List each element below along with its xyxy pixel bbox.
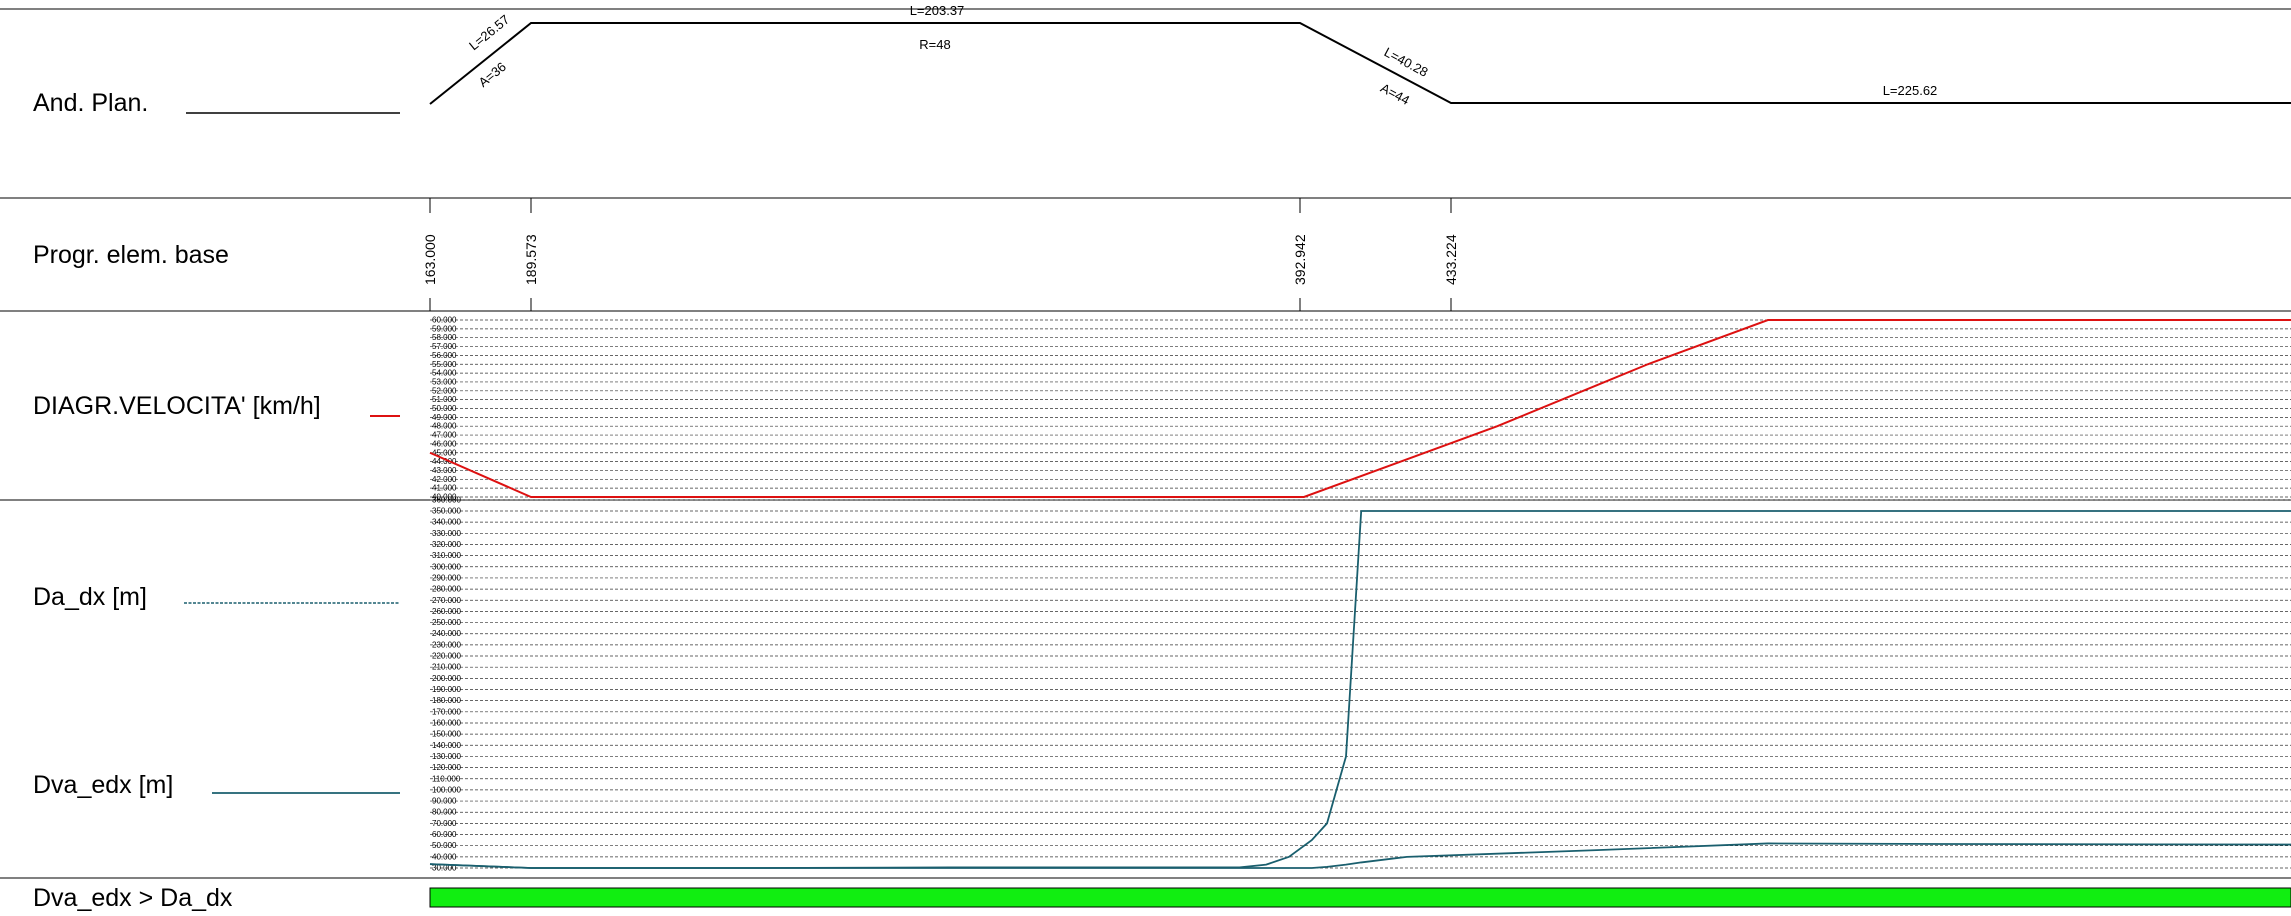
- y-tick-label: 180.000: [432, 696, 461, 705]
- y-tick-label: 290.000: [432, 573, 461, 582]
- y-tick-label: 51.000: [432, 395, 457, 404]
- y-tick-label: 55.000: [432, 360, 457, 369]
- y-tick-label: 56.000: [432, 351, 457, 360]
- y-tick-label: 80.000: [432, 808, 457, 817]
- y-tick-label: 120.000: [432, 763, 461, 772]
- station-label: 433.224: [1443, 234, 1459, 285]
- check-bar: [429, 887, 2291, 908]
- dva-edx-series-line: [429, 842, 2291, 869]
- y-tick-label: 230.000: [432, 640, 461, 649]
- speed-diagram: 40.00041.00042.00043.00044.00045.00046.0…: [429, 316, 2291, 502]
- y-tick-label: 53.000: [432, 377, 457, 386]
- y-tick-label: 30.000: [432, 864, 457, 873]
- y-tick-label: 280.000: [432, 585, 461, 594]
- y-tick-label: 340.000: [432, 518, 461, 527]
- y-tick-label: 200.000: [432, 674, 461, 683]
- plan-label-a3: A=44: [1378, 80, 1412, 108]
- plan-polyline: [429, 22, 2291, 105]
- row-label-plan: And. Plan.: [33, 89, 149, 117]
- speed-series-line: [429, 319, 2291, 498]
- y-tick-label: 43.000: [432, 466, 457, 475]
- plan-label-l2: L=203.37: [910, 3, 965, 18]
- y-tick-label: 59.000: [432, 324, 457, 333]
- y-tick-label: 50.000: [432, 841, 457, 850]
- y-tick-label: 300.000: [432, 562, 461, 571]
- y-tick-label: 110.000: [432, 774, 461, 783]
- y-tick-label: 54.000: [432, 369, 457, 378]
- row-label-da: Da_dx [m]: [33, 583, 147, 611]
- y-tick-label: 140.000: [432, 741, 461, 750]
- y-tick-label: 360.000: [432, 495, 461, 504]
- y-tick-label: 270.000: [432, 596, 461, 605]
- y-tick-label: 240.000: [432, 629, 461, 638]
- plan-alignment: L=26.57 A=36 L=203.37 R=48 L=40.28 A=44 …: [429, 3, 2291, 108]
- y-tick-label: 130.000: [432, 752, 461, 761]
- distance-diagram: 30.000 40.000 50.000 60.000 70.000 80.000 90.0…: [429, 495, 2291, 873]
- plan-label-l4: L=225.62: [1883, 83, 1938, 98]
- y-tick-label: 330.000: [432, 529, 461, 538]
- y-tick-label: 52.000: [432, 386, 457, 395]
- y-tick-label: 46.000: [432, 439, 457, 448]
- station-label: 189.573: [523, 234, 539, 285]
- y-tick-label: 58.000: [432, 333, 457, 342]
- y-tick-label: 350.000: [432, 507, 461, 516]
- legend-samples: [184, 112, 400, 794]
- y-tick-label: 40.000: [432, 852, 457, 861]
- y-tick-label: 70.000: [432, 819, 457, 828]
- y-tick-label: 47.000: [432, 431, 457, 440]
- plan-label-l3: L=40.28: [1382, 44, 1431, 79]
- row-label-speed: DIAGR.VELOCITA' [km/h]: [33, 392, 321, 420]
- y-tick-label: 190.000: [432, 685, 461, 694]
- y-tick-label: 50.000: [432, 404, 457, 413]
- y-tick-label: 310.000: [432, 551, 461, 560]
- row-label-check: Dva_edx > Da_dx: [33, 884, 233, 912]
- y-tick-label: 60.000: [432, 830, 457, 839]
- row-label-progr: Progr. elem. base: [33, 241, 229, 269]
- y-tick-label: 40.000: [432, 493, 457, 502]
- y-tick-label: 45.000: [432, 448, 457, 457]
- y-tick-label: 90.000: [432, 797, 457, 806]
- y-tick-label: 210.000: [432, 663, 461, 672]
- y-tick-label: 320.000: [432, 540, 461, 549]
- y-tick-label: 260.000: [432, 607, 461, 616]
- y-tick-label: 41.000: [432, 484, 457, 493]
- y-tick-label: 44.000: [432, 457, 457, 466]
- y-tick-label: 150.000: [432, 730, 461, 739]
- station-label: 392.942: [1292, 234, 1308, 285]
- y-tick-label: 220.000: [432, 652, 461, 661]
- frame: [0, 8, 2291, 879]
- y-tick-label: 100.000: [432, 785, 461, 794]
- y-tick-label: 60.000: [432, 316, 457, 325]
- station-label: 163.000: [422, 234, 438, 285]
- y-tick-label: 57.000: [432, 342, 457, 351]
- row-label-dva: Dva_edx [m]: [33, 771, 174, 799]
- station-ticks: [429, 198, 1452, 311]
- plan-label-r2: R=48: [919, 37, 950, 52]
- y-tick-label: 170.000: [432, 707, 461, 716]
- y-tick-label: 42.000: [432, 475, 457, 484]
- y-tick-label: 49.000: [432, 413, 457, 422]
- y-tick-label: 48.000: [432, 422, 457, 431]
- y-tick-label: 250.000: [432, 618, 461, 627]
- plan-label-l1: L=26.57: [466, 12, 512, 53]
- station-labels: 163.000 189.573 392.942 433.224: [422, 234, 1459, 285]
- y-tick-label: 160.000: [432, 718, 461, 727]
